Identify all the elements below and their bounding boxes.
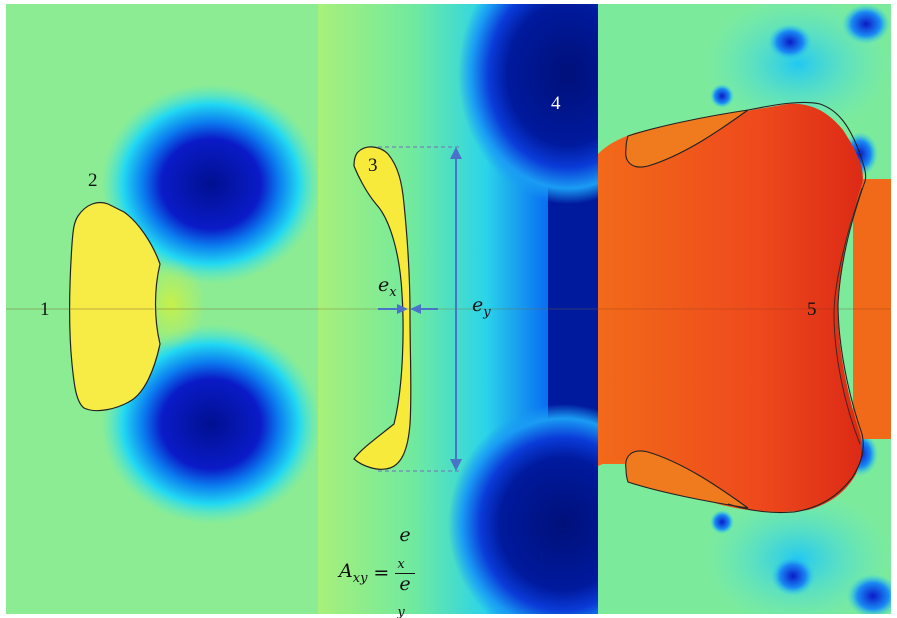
droplet-3-contour bbox=[353, 146, 412, 470]
ex-arrow-left bbox=[397, 304, 408, 314]
panel-3 bbox=[598, 4, 891, 614]
field-map-3 bbox=[598, 4, 891, 614]
region-label-3: 3 bbox=[368, 155, 378, 176]
droplet-5-contour bbox=[727, 101, 867, 514]
ex-arrow-right bbox=[410, 304, 421, 314]
region-label-4: 4 bbox=[551, 93, 561, 114]
region-label-5: 5 bbox=[807, 299, 817, 320]
formula-equals: = bbox=[373, 562, 390, 585]
ex-label: ex bbox=[378, 274, 397, 300]
region-label-1: 1 bbox=[40, 299, 50, 320]
droplet-2-contour bbox=[69, 201, 161, 412]
panel-1 bbox=[6, 4, 318, 614]
ey-label: ey bbox=[472, 294, 491, 320]
ey-arrow-bottom bbox=[450, 459, 462, 471]
panel-2 bbox=[318, 4, 598, 614]
region-label-2: 2 bbox=[88, 170, 98, 191]
field-map-1 bbox=[6, 4, 318, 614]
field-map-2 bbox=[318, 4, 598, 614]
formula-lhs: Axy bbox=[339, 560, 368, 586]
ey-arrow-top bbox=[450, 147, 462, 159]
